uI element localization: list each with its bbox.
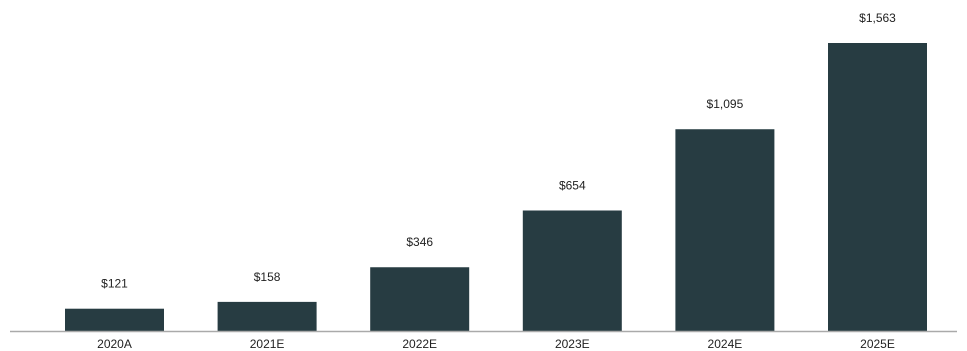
bar-2024e bbox=[675, 129, 775, 331]
x-tick-label-2021e: 2021E bbox=[250, 337, 285, 351]
data-label-2025e: $1,563 bbox=[859, 11, 896, 25]
data-label-2023e: $654 bbox=[559, 178, 586, 192]
tick-labels-layer: 2020A 2021E 2022E 2023E 2024E 2025E bbox=[97, 337, 895, 351]
data-label-2024e: $1,095 bbox=[707, 97, 744, 111]
x-tick-label-2020a: 2020A bbox=[97, 337, 132, 351]
data-label-2022e: $346 bbox=[406, 235, 433, 249]
x-tick-label-2023e: 2023E bbox=[555, 337, 590, 351]
x-tick-label-2022e: 2022E bbox=[402, 337, 437, 351]
bar-2020a bbox=[65, 308, 164, 331]
bar-2023e bbox=[522, 210, 622, 331]
bar-2021e bbox=[217, 301, 317, 331]
x-tick-label-2024e: 2024E bbox=[708, 337, 743, 351]
bar-2025e bbox=[828, 43, 927, 331]
data-label-2021e: $158 bbox=[254, 270, 281, 284]
bars-layer bbox=[65, 43, 927, 331]
x-tick-label-2025e: 2025E bbox=[860, 337, 895, 351]
bar-2022e bbox=[370, 267, 470, 331]
data-labels-layer: $121 $158 $346 $654 $1,095 $1,563 bbox=[101, 11, 896, 291]
data-label-2020a: $121 bbox=[101, 277, 128, 291]
